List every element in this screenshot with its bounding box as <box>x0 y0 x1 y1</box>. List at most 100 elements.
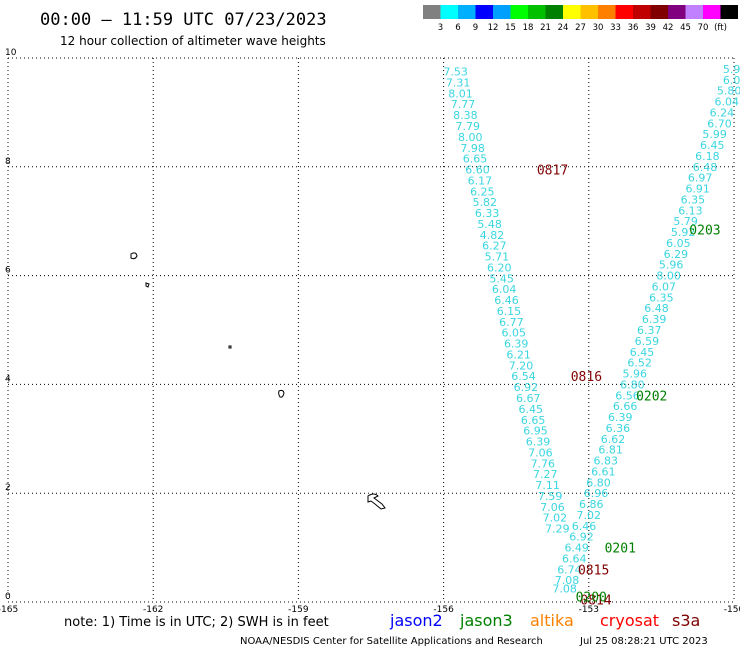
wave-height-value: 7.98 <box>460 142 485 155</box>
colorbar-label: 15 <box>505 23 516 33</box>
colorbar-label: 21 <box>540 23 551 33</box>
wave-height-value: 6.27 <box>482 240 507 253</box>
wave-height-value: 6.39 <box>642 313 667 326</box>
y-tick-label: 2 <box>5 483 11 493</box>
colorbar-swatch <box>545 5 563 19</box>
wave-height-value: 5.71 <box>485 251 510 264</box>
wave-height-value: 6.36 <box>606 422 631 435</box>
wave-height-value: 6.20 <box>487 261 512 274</box>
colorbar-swatch <box>720 5 738 19</box>
wave-height-value: 6.29 <box>664 248 689 261</box>
wave-height-value: 6.18 <box>695 150 720 163</box>
satellite-legend-item: jason3 <box>459 611 513 630</box>
wave-height-value: 7.08 <box>555 574 580 587</box>
colorbar-swatch <box>650 5 668 19</box>
wave-height-value: 4.82 <box>480 229 505 242</box>
wave-height-value: 5.92 <box>671 226 696 239</box>
colorbar-label: 42 <box>663 23 674 33</box>
wave-height-value: 7.06 <box>528 446 553 459</box>
wave-height-value: 6.86 <box>579 498 604 511</box>
island-shape <box>367 493 386 510</box>
colorbar-swatch <box>615 5 633 19</box>
wave-height-value: 6.07 <box>652 280 677 293</box>
wave-height-value: 6.45 <box>630 346 655 359</box>
colorbar-label: 27 <box>575 23 586 33</box>
wave-height-value: 6.46 <box>494 294 519 307</box>
colorbar-label: 70 <box>698 23 709 33</box>
axis-tick-labels: -165 -162 -159 -156 -153 -150 0 2 4 6 8 10 <box>0 48 740 615</box>
wave-height-value: 6.35 <box>649 291 674 304</box>
wave-height-value: 6.80 <box>620 378 645 391</box>
satellite-legend-item: s3a <box>672 611 700 630</box>
colorbar-legend: 3 6 9 12 15 18 21 24 27 30 33 36 39 42 45 70 (ft) <box>423 5 738 33</box>
wave-height-value: 7.11 <box>535 479 560 492</box>
wave-height-value: 5.45 <box>489 272 514 285</box>
colorbar-swatch <box>598 5 616 19</box>
wave-height-value: 6.39 <box>608 411 633 424</box>
pass-time-labels: 0817 0816 0815 0814 0203 0202 0201 0200 <box>537 164 721 609</box>
x-tick-label: -159 <box>288 605 309 615</box>
pass-time-label: 0817 <box>537 164 568 179</box>
wave-height-value: 6.67 <box>516 392 541 405</box>
pass-time-label: 0203 <box>689 223 720 238</box>
wave-height-value: 6.97 <box>688 172 713 185</box>
wave-height-value: 6.74 <box>557 563 582 576</box>
wave-height-value: 6.92 <box>569 531 594 544</box>
wave-height-value: 6.04 <box>492 283 517 296</box>
wave-height-value: 8.00 <box>656 270 681 283</box>
wave-height-value: 7.20 <box>509 359 534 372</box>
wave-height-value: 7.79 <box>456 120 481 133</box>
wave-height-value: 7.53 <box>443 66 468 79</box>
wave-height-value: 5.96 <box>623 368 648 381</box>
island-outlines <box>130 252 386 510</box>
wave-height-value: 6.21 <box>506 348 531 361</box>
colorbar-swatch <box>510 5 528 19</box>
island-shape <box>145 282 150 288</box>
wave-height-value: 6.45 <box>518 403 543 416</box>
colorbar-label: (ft) <box>714 23 727 33</box>
wave-height-value: 6.54 <box>511 370 536 383</box>
wave-height-value: 6.48 <box>693 161 718 174</box>
island-shape <box>228 345 232 349</box>
wave-height-value: 8.00 <box>458 131 483 144</box>
wave-height-value: 6.45 <box>700 139 725 152</box>
wave-height-value: 5.96 <box>659 259 684 272</box>
wave-height-value: 7.06 <box>540 501 565 514</box>
colorbar-swatch <box>633 5 651 19</box>
wave-height-value: 5.99 <box>702 128 727 141</box>
wave-height-value: 6.60 <box>465 164 490 177</box>
wave-height-value: 7.08 <box>552 582 577 595</box>
y-tick-label: 8 <box>5 157 11 167</box>
wave-height-value: 7.59 <box>538 490 563 503</box>
wave-height-value: 6.39 <box>504 338 529 351</box>
wave-height-value: 6.56 <box>615 389 640 402</box>
colorbar-label: 36 <box>628 23 639 33</box>
colorbar-swatch <box>580 5 598 19</box>
wave-height-value: 7.02 <box>543 512 568 525</box>
wave-height-value: 6.70 <box>707 117 732 130</box>
wave-height-value: 6.92 <box>514 381 539 394</box>
wave-height-value: 8.38 <box>453 109 478 122</box>
x-tick-label: -156 <box>433 605 454 615</box>
colorbar-swatch <box>685 5 703 19</box>
pass-time-label: 0202 <box>636 389 667 404</box>
colorbar-swatch <box>563 5 581 19</box>
x-tick-label: -162 <box>143 605 163 615</box>
wave-height-value: 6.95 <box>523 425 548 438</box>
footer-note: note: 1) Time is in UTC; 2) SWH is in fe… <box>64 615 329 630</box>
wave-height-value: 6.0 <box>723 74 740 87</box>
wave-height-value: 6.64 <box>562 552 587 565</box>
wave-height-value: 5.9 <box>723 63 740 76</box>
pass-time-label: 0815 <box>578 563 609 578</box>
colorbar-swatch <box>528 5 546 19</box>
pass-time-label: 0201 <box>605 542 636 557</box>
satellite-legend-item: cryosat <box>600 611 659 630</box>
wave-height-value: 6.96 <box>584 487 609 500</box>
wave-height-value: 7.76 <box>531 457 556 470</box>
colorbar-swatch <box>458 5 476 19</box>
wave-height-value: 6.52 <box>627 357 652 370</box>
colorbar-swatch <box>493 5 511 19</box>
x-tick-label: -153 <box>579 605 599 615</box>
colorbar-label: 18 <box>523 23 534 33</box>
